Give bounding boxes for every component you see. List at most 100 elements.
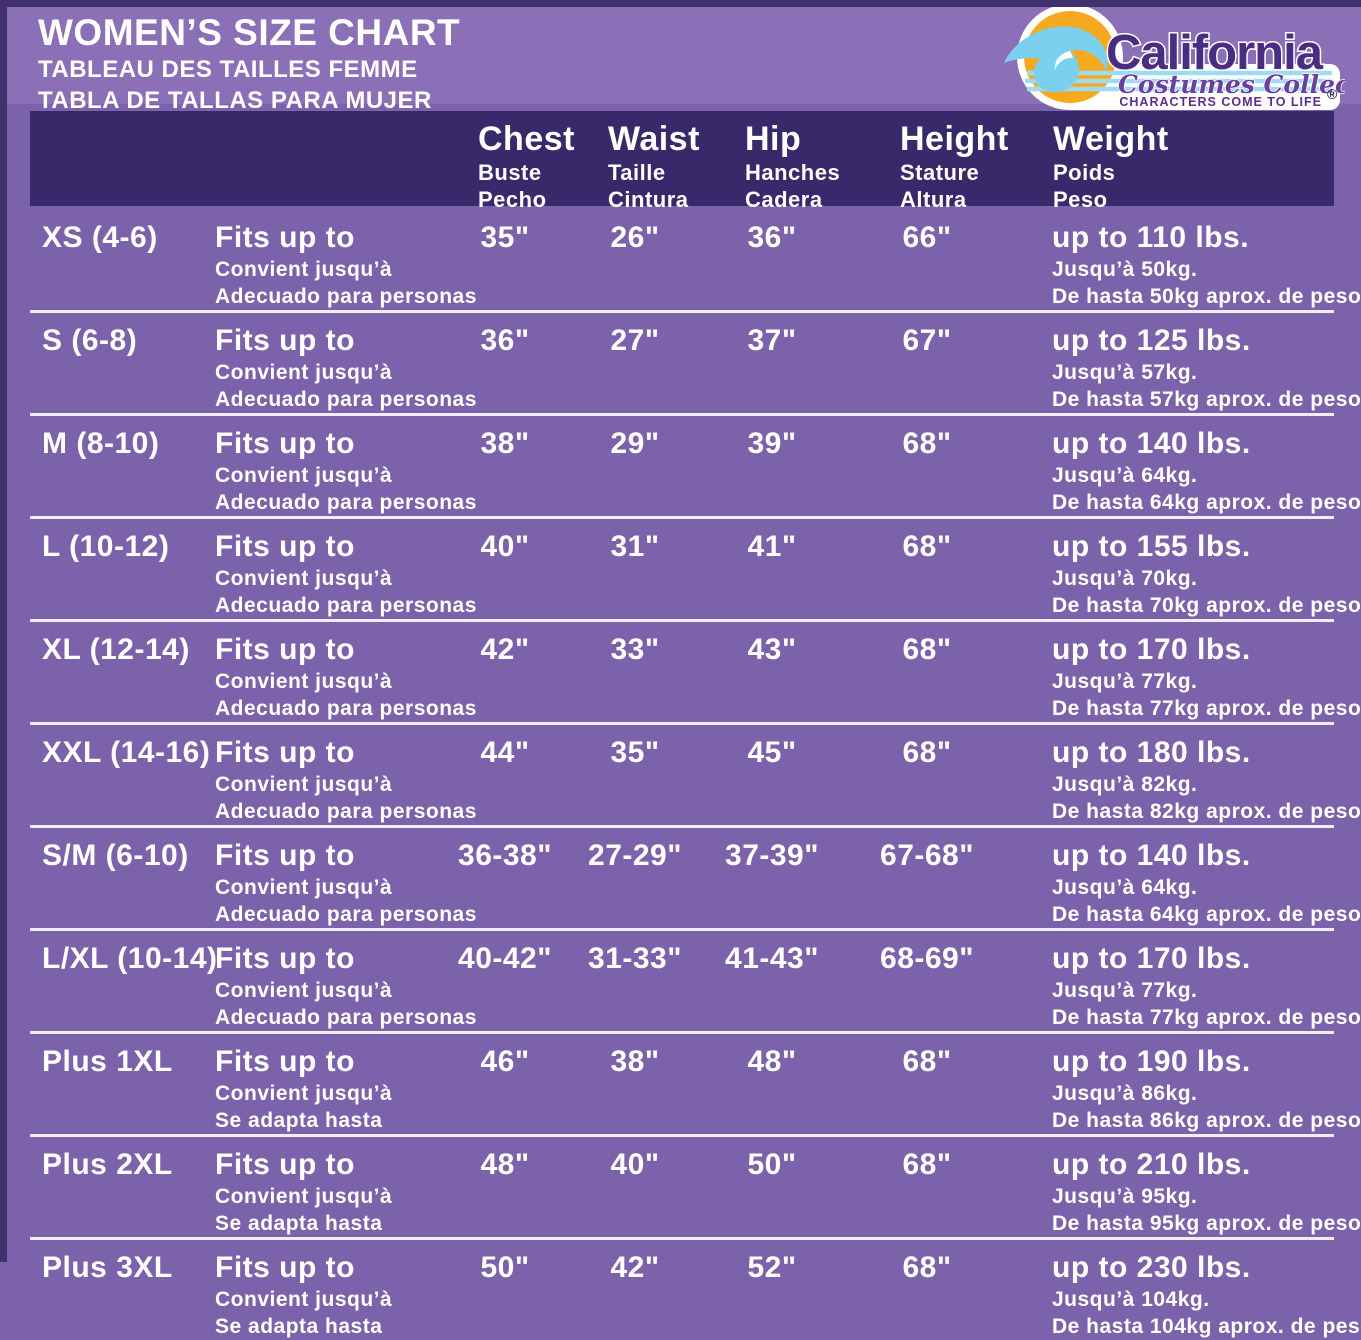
fits-line-en: Fits up to <box>215 1045 355 1078</box>
weight-line-es: De hasta 50kg aprox. de peso. <box>1052 285 1361 308</box>
weight-line-es: De hasta 104kg aprox. de peso. <box>1052 1315 1361 1338</box>
fits-line-fr: Convient jusqu’à <box>215 1185 393 1208</box>
fits-description: Fits up to Convient jusqu’à Adecuado par… <box>215 838 476 928</box>
title-block: WOMEN’S SIZE CHART TABLEAU DES TAILLES F… <box>38 11 460 116</box>
weight-line-fr: Jusqu’à 104kg. <box>1052 1288 1210 1311</box>
weight-description: up to 190 lbs. Jusqu’à 86kg. De hasta 86… <box>1010 1044 1361 1134</box>
fits-line-es: Adecuado para personas <box>215 491 477 514</box>
size-label: XXL (14-16) <box>42 736 211 769</box>
waist-value: 42" <box>610 1251 660 1284</box>
height-value: 68-69" <box>880 942 974 975</box>
fits-line-en: Fits up to <box>215 427 355 460</box>
fits-line-fr: Convient jusqu’à <box>215 876 393 899</box>
size-row: XXL (14-16) Fits up to Convient jusqu’à … <box>30 725 1361 828</box>
weight-line-lbs: up to 180 lbs. <box>1052 736 1251 769</box>
column-header-height: Height Stature Altura <box>900 120 1009 212</box>
weight-description: up to 170 lbs. Jusqu’à 77kg. De hasta 77… <box>1010 632 1361 722</box>
column-header-hip: Hip Hanches Cadera <box>745 120 841 212</box>
weight-line-fr: Jusqu’à 77kg. <box>1052 670 1198 693</box>
hip-value: 48" <box>747 1045 797 1078</box>
size-label: S/M (6-10) <box>42 839 189 872</box>
size-label: XS (4-6) <box>42 221 158 254</box>
height-value: 68" <box>902 427 952 460</box>
chest-value: 36" <box>480 324 530 357</box>
chest-value: 40-42" <box>458 942 552 975</box>
size-label: L (10-12) <box>42 530 170 563</box>
size-row: XL (12-14) Fits up to Convient jusqu’à A… <box>30 622 1361 725</box>
weight-line-fr: Jusqu’à 64kg. <box>1052 876 1198 899</box>
hip-value: 41" <box>747 530 797 563</box>
weight-description: up to 140 lbs. Jusqu’à 64kg. De hasta 64… <box>1010 838 1361 928</box>
fits-description: Fits up to Convient jusqu’à Se adapta ha… <box>215 1147 440 1237</box>
height-value: 68" <box>902 530 952 563</box>
waist-value: 31-33" <box>588 942 682 975</box>
size-label: L/XL (10-14) <box>42 942 218 975</box>
weight-line-es: De hasta 70kg aprox. de peso. <box>1052 594 1361 617</box>
page-subtitle-french: TABLEAU DES TAILLES FEMME <box>38 56 418 83</box>
column-header-weight: Weight Poids Peso <box>1053 120 1169 212</box>
fits-line-es: Se adapta hasta <box>215 1315 383 1338</box>
size-label: Plus 3XL <box>42 1251 173 1284</box>
fits-description: Fits up to Convient jusqu’à Adecuado par… <box>215 529 476 619</box>
brand-logo: California Costumes Collection Inc ® CHA… <box>1000 4 1361 111</box>
fits-line-fr: Convient jusqu’à <box>215 361 393 384</box>
fits-line-fr: Convient jusqu’à <box>215 464 393 487</box>
waist-value: 29" <box>610 427 660 460</box>
height-value: 68" <box>902 633 952 666</box>
fits-line-en: Fits up to <box>215 221 355 254</box>
fits-line-fr: Convient jusqu’à <box>215 1082 393 1105</box>
page-left-edge <box>0 0 7 1262</box>
fits-line-es: Adecuado para personas <box>215 285 477 308</box>
weight-line-lbs: up to 210 lbs. <box>1052 1148 1251 1181</box>
waist-value: 35" <box>610 736 660 769</box>
waist-value: 40" <box>610 1148 660 1181</box>
fits-description: Fits up to Convient jusqu’à Adecuado par… <box>215 323 477 413</box>
weight-line-es: De hasta 57kg aprox. de peso. <box>1052 388 1361 411</box>
size-table: XS (4-6) Fits up to Convient jusqu’à Ade… <box>30 210 1361 1338</box>
hip-value: 45" <box>747 736 797 769</box>
size-label: Plus 2XL <box>42 1148 173 1181</box>
weight-line-es: De hasta 82kg aprox. de peso. <box>1052 800 1361 823</box>
hip-value: 43" <box>747 633 797 666</box>
weight-line-fr: Jusqu’à 50kg. <box>1052 258 1198 281</box>
fits-description: Fits up to Convient jusqu’à Se adapta ha… <box>215 1250 440 1340</box>
waist-value: 33" <box>610 633 660 666</box>
weight-description: up to 140 lbs. Jusqu’à 64kg. De hasta 64… <box>1010 426 1361 516</box>
height-value: 66" <box>902 221 952 254</box>
weight-line-lbs: up to 170 lbs. <box>1052 633 1251 666</box>
weight-line-es: De hasta 86kg aprox. de peso. <box>1052 1109 1361 1132</box>
fits-line-es: Se adapta hasta <box>215 1109 383 1132</box>
weight-line-fr: Jusqu’à 95kg. <box>1052 1185 1198 1208</box>
size-row: L (10-12) Fits up to Convient jusqu’à Ad… <box>30 519 1361 622</box>
size-label: M (8-10) <box>42 427 160 460</box>
fits-description: Fits up to Convient jusqu’à Adecuado par… <box>215 735 476 825</box>
hip-value: 41-43" <box>725 942 819 975</box>
fits-line-en: Fits up to <box>215 530 355 563</box>
size-row: XS (4-6) Fits up to Convient jusqu’à Ade… <box>30 210 1361 313</box>
size-row: S (6-8) Fits up to Convient jusqu’à Adec… <box>30 313 1361 416</box>
weight-line-fr: Jusqu’à 57kg. <box>1052 361 1198 384</box>
weight-line-es: De hasta 64kg aprox. de peso. <box>1052 491 1361 514</box>
weight-description: up to 155 lbs. Jusqu’à 70kg. De hasta 70… <box>1010 529 1361 619</box>
weight-description: up to 125 lbs. Jusqu’à 57kg. De hasta 57… <box>1010 323 1361 413</box>
size-label: XL (12-14) <box>42 633 190 666</box>
fits-line-en: Fits up to <box>215 736 355 769</box>
size-row: Plus 2XL Fits up to Convient jusqu’à Se … <box>30 1137 1361 1240</box>
weight-line-fr: Jusqu’à 77kg. <box>1052 979 1198 1002</box>
chest-value: 35" <box>480 221 530 254</box>
weight-line-lbs: up to 155 lbs. <box>1052 530 1251 563</box>
chest-value: 46" <box>480 1045 530 1078</box>
height-value: 68" <box>902 1251 952 1284</box>
fits-line-fr: Convient jusqu’à <box>215 258 393 281</box>
chest-value: 36-38" <box>458 839 552 872</box>
hip-value: 37" <box>747 324 797 357</box>
height-value: 67-68" <box>880 839 974 872</box>
fits-line-es: Adecuado para personas <box>215 388 477 411</box>
fits-line-fr: Convient jusqu’à <box>215 567 393 590</box>
weight-description: up to 210 lbs. Jusqu’à 95kg. De hasta 95… <box>1010 1147 1361 1237</box>
fits-description: Fits up to Convient jusqu’à Se adapta ha… <box>215 1044 440 1134</box>
hip-value: 50" <box>747 1148 797 1181</box>
fits-line-en: Fits up to <box>215 1251 355 1284</box>
logo-registered-mark: ® <box>1327 86 1338 102</box>
fits-line-fr: Convient jusqu’à <box>215 1288 393 1311</box>
